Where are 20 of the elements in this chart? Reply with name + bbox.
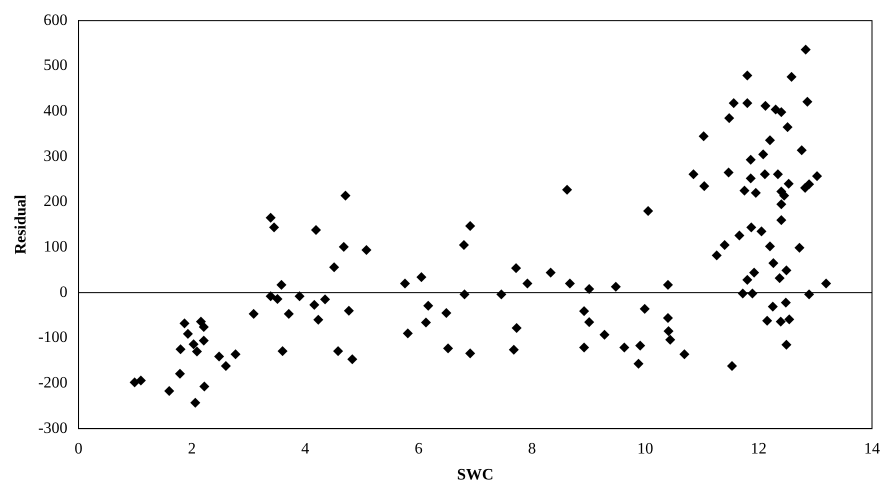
x-tick-label: 6 <box>414 440 423 458</box>
x-tick-label: 10 <box>637 440 654 458</box>
y-tick-label: 0 <box>60 284 68 301</box>
x-tick-label: 8 <box>528 440 536 458</box>
y-tick-label: -200 <box>38 374 68 392</box>
y-tick-label: 300 <box>44 148 68 165</box>
y-tick-label: -300 <box>38 420 68 437</box>
x-tick-label: 12 <box>750 440 767 458</box>
y-axis-title: Residual <box>12 194 30 254</box>
x-tick-label: 4 <box>301 440 310 458</box>
y-tick-label: 400 <box>44 102 68 120</box>
y-tick-label: -100 <box>38 329 68 346</box>
x-axis-title: SWC <box>457 466 494 484</box>
y-tick-label: 100 <box>44 238 68 256</box>
y-tick-label: 200 <box>44 193 68 210</box>
x-tick-label: 2 <box>188 440 196 458</box>
x-tick-label: 0 <box>74 440 83 458</box>
y-tick-label: 600 <box>44 12 68 29</box>
y-tick-label: 500 <box>44 57 68 74</box>
x-tick-label: 14 <box>864 440 880 458</box>
